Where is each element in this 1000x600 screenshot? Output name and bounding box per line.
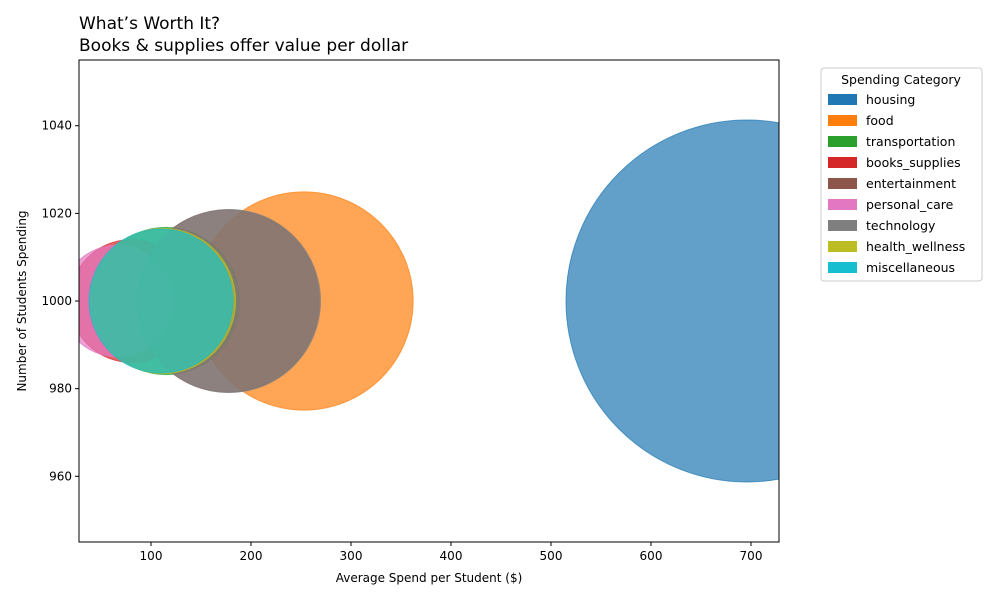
legend-swatch-technology (828, 220, 857, 231)
x-tick-label: 100 (140, 549, 163, 563)
x-tick-label: 700 (740, 549, 763, 563)
legend-label-food: food (866, 113, 894, 128)
x-tick-label: 500 (540, 549, 563, 563)
x-tick-label: 200 (240, 549, 263, 563)
legend-label-health-wellness: health_wellness (866, 239, 965, 254)
y-tick-label: 1040 (41, 119, 72, 133)
y-tick-label: 1020 (41, 206, 72, 220)
legend-swatch-books-supplies (828, 157, 857, 168)
y-tick-label: 1000 (41, 294, 72, 308)
legend-title: Spending Category (841, 72, 961, 87)
y-axis-label: Number of Students Spending (15, 210, 29, 391)
legend-label-books-supplies: books_supplies (866, 155, 961, 170)
x-tick-label: 300 (340, 549, 363, 563)
y-tick-label: 960 (49, 469, 72, 483)
bubble-miscellaneous (88, 228, 234, 374)
chart-title: What’s Worth It? (79, 14, 220, 34)
chart-subtitle: Books & supplies offer value per dollar (79, 36, 408, 56)
legend-label-entertainment: entertainment (866, 176, 956, 191)
legend-swatch-miscellaneous (828, 262, 857, 273)
x-axis-label: Average Spend per Student ($) (336, 571, 523, 585)
legend-swatch-housing (828, 94, 857, 105)
legend-swatch-health-wellness (828, 241, 857, 252)
bubble-layer (79, 119, 779, 483)
legend-label-housing: housing (866, 92, 915, 107)
legend-swatch-transportation (828, 136, 857, 147)
legend-label-transportation: transportation (866, 134, 955, 149)
legend-items: housing food transportation books_suppliese… (828, 92, 965, 275)
legend-label-personal-care: personal_care (866, 197, 954, 212)
legend-label-technology: technology (866, 218, 936, 233)
legend: Spending Category housing food transportat… (820, 67, 983, 282)
x-tick-label: 600 (640, 549, 663, 563)
x-axis: 100 200 300 400 500 600 700 (140, 542, 763, 563)
legend-label-miscellaneous: miscellaneous (866, 260, 955, 275)
legend-swatch-food (828, 115, 857, 126)
legend-frame (820, 67, 983, 282)
bubble-housing (565, 119, 779, 483)
y-axis: 960 980 1000 1020 1040 (41, 119, 79, 483)
legend-swatch-entertainment (828, 178, 857, 189)
x-tick-label: 400 (440, 549, 463, 563)
y-tick-label: 980 (49, 382, 72, 396)
legend-swatch-personal-care (828, 199, 857, 210)
